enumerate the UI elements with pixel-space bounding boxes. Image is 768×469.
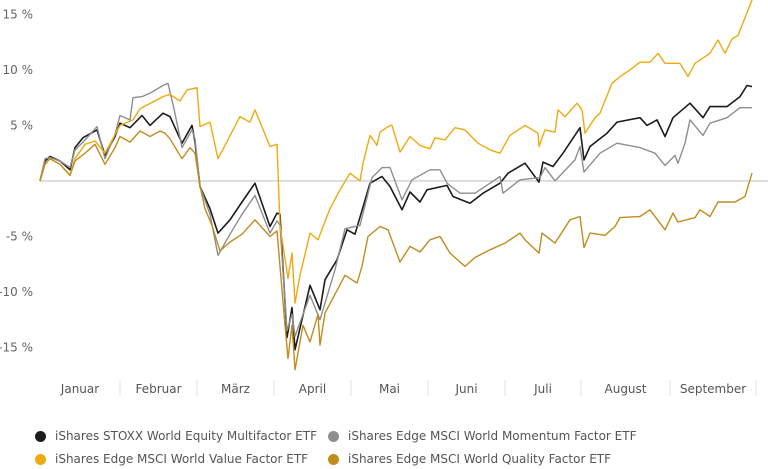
series-line-2 xyxy=(39,0,753,304)
x-tick-label: August xyxy=(605,382,647,396)
legend-label: iShares Edge MSCI World Momentum Factor … xyxy=(348,429,637,443)
x-tick-label: Juli xyxy=(533,382,552,396)
legend-label: iShares STOXX World Equity Multifactor E… xyxy=(55,429,317,443)
series-lines xyxy=(39,0,753,371)
legend-dot-icon xyxy=(328,430,339,442)
y-tick-label: -5 % xyxy=(6,229,33,243)
series-line-3 xyxy=(39,130,753,371)
y-tick-label: 5 % xyxy=(10,118,33,132)
y-tick-label: -10 % xyxy=(0,285,33,299)
x-tick-label: Februar xyxy=(135,382,181,396)
x-tick-label: Juni xyxy=(454,382,477,396)
series-line-0 xyxy=(39,84,753,351)
legend-dot-icon xyxy=(328,453,339,465)
x-axis-months: Januar Februar März April Mai Juni Juli August S… xyxy=(60,380,757,396)
x-tick-label: Mai xyxy=(379,382,400,396)
x-tick-label: März xyxy=(221,382,250,396)
legend-dot-icon xyxy=(35,453,46,465)
y-axis-ticks: 15 % 10 % 5 % -5 % -10 % -15 % xyxy=(0,7,33,354)
x-tick-label: September xyxy=(680,382,746,396)
legend-dot-icon xyxy=(35,430,46,442)
legend-label: iShares Edge MSCI World Quality Factor E… xyxy=(348,452,612,466)
legend-item-multifactor[interactable]: iShares STOXX World Equity Multifactor E… xyxy=(35,429,317,443)
legend-item-momentum[interactable]: iShares Edge MSCI World Momentum Factor … xyxy=(328,429,637,443)
y-tick-label: -15 % xyxy=(0,340,33,354)
series-line-1 xyxy=(39,82,752,338)
legend-item-value[interactable]: iShares Edge MSCI World Value Factor ETF xyxy=(35,452,308,466)
y-tick-label: 10 % xyxy=(3,63,34,77)
y-tick-label: 15 % xyxy=(3,7,34,21)
x-tick-label: April xyxy=(299,382,326,396)
legend-label: iShares Edge MSCI World Value Factor ETF xyxy=(55,452,309,466)
legend-item-quality[interactable]: iShares Edge MSCI World Quality Factor E… xyxy=(328,452,611,466)
line-chart: 15 % 10 % 5 % -5 % -10 % -15 % Januar Februar M… xyxy=(0,0,768,396)
x-tick-label: Januar xyxy=(60,382,99,396)
